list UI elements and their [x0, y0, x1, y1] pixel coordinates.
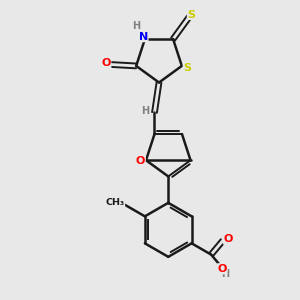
Text: S: S: [183, 63, 191, 73]
Text: O: O: [136, 156, 145, 166]
Text: H: H: [141, 106, 149, 116]
Text: O: O: [218, 264, 227, 274]
Text: CH₃: CH₃: [106, 198, 124, 207]
Text: N: N: [139, 32, 148, 42]
Text: H: H: [132, 22, 141, 32]
Text: O: O: [224, 234, 233, 244]
Text: H: H: [221, 269, 229, 279]
Text: S: S: [188, 10, 195, 20]
Text: O: O: [101, 58, 111, 68]
